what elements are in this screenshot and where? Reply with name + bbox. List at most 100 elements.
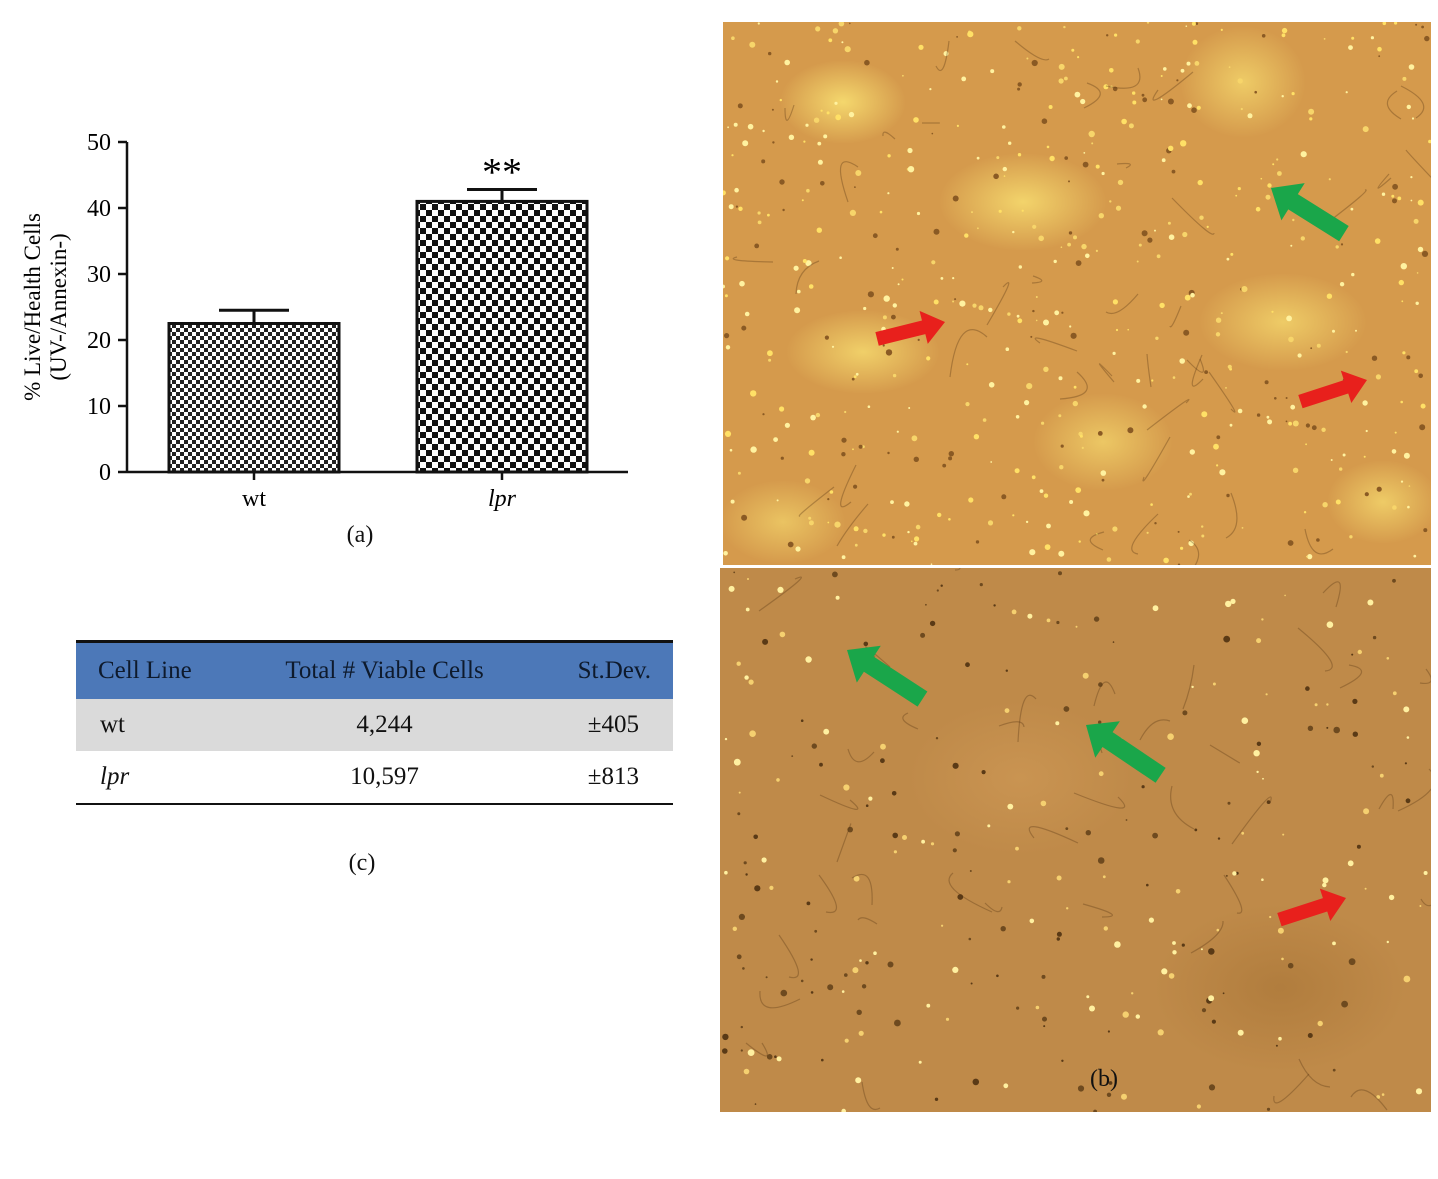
cell-speck (952, 277, 955, 280)
cell-speck (1230, 598, 1236, 604)
cell-speck (1381, 192, 1386, 196)
cell-speck (942, 463, 947, 468)
cell-speck (1112, 299, 1118, 305)
cell-speck (771, 108, 774, 111)
cell-speck (1115, 205, 1122, 211)
cell-speck (1093, 616, 1100, 622)
header-stdev: St.Dev. (501, 640, 673, 699)
neurite-line (759, 990, 801, 1009)
cell-speck (1106, 1092, 1112, 1097)
cell-speck (1307, 1033, 1313, 1038)
cell-speck (733, 758, 741, 766)
cell-speck (1150, 503, 1153, 506)
cell-speck (1400, 263, 1407, 270)
cell-speck (1292, 420, 1299, 427)
cell-speck (723, 190, 726, 196)
cell-speck (728, 585, 735, 592)
cell-speck (973, 434, 980, 440)
green-arrow-icon (1271, 183, 1349, 242)
cell-speck (1377, 46, 1382, 52)
cell-speck (793, 265, 799, 271)
cell-speck (1161, 968, 1168, 975)
neurite-line (745, 1042, 768, 1057)
cell-speck (1316, 343, 1321, 348)
cell-speckles (723, 22, 1431, 565)
cell-speck (1211, 1019, 1216, 1024)
cell-speck (739, 280, 745, 287)
cell-speck (893, 850, 897, 854)
cell-speck (849, 22, 851, 25)
cell-speck (961, 76, 967, 82)
cell-speck (768, 51, 772, 56)
cell-speck (959, 300, 966, 307)
cell-speck (897, 283, 900, 286)
cell-line-value: wt (76, 699, 268, 751)
cell-speck (1017, 153, 1022, 157)
cell-speck (1322, 882, 1327, 888)
cell-speck (1167, 221, 1171, 225)
cell-speck (1088, 130, 1095, 138)
neurite-line (1105, 293, 1139, 315)
bar-wt (167, 322, 341, 474)
neurite-line (1082, 903, 1114, 918)
cell-speck (813, 117, 820, 123)
cell-speck (823, 134, 828, 139)
cell-speck (954, 298, 957, 301)
cell-speck (1095, 164, 1100, 169)
table-row: wt 4,244 ±405 (76, 699, 673, 751)
cell-speck (1016, 1006, 1020, 1010)
cell-speck (1386, 940, 1389, 944)
cell-speck (1421, 250, 1429, 257)
cell-speck (1086, 995, 1090, 999)
cell-speck (733, 122, 738, 127)
y-axis-label: % Live/Health Cells (20, 213, 45, 401)
panel-label-a: (a) (346, 522, 374, 548)
cell-speck (952, 300, 955, 303)
cell-speck (1213, 443, 1219, 450)
cell-speck (1063, 706, 1070, 712)
cell-speck (1262, 777, 1264, 780)
cell-speck (1100, 470, 1107, 476)
cell-speck (1269, 915, 1272, 919)
cell-speck (1017, 82, 1022, 87)
cell-speck (1097, 431, 1103, 436)
neurite-line (1298, 1058, 1331, 1088)
cell-speck (747, 578, 749, 580)
neurite-line (1273, 1073, 1310, 1104)
cell-speck (1131, 992, 1134, 995)
cell-speck (908, 407, 911, 409)
cell-speck (1305, 423, 1310, 428)
cell-speck (1035, 296, 1038, 298)
cell-speck (1357, 649, 1362, 655)
cell-speck (1394, 431, 1397, 434)
neurite-line (1405, 149, 1431, 179)
cell-speck (1098, 682, 1103, 687)
cell-speck (892, 832, 898, 839)
cell-speck (1215, 317, 1222, 323)
cell-speck (1003, 1083, 1009, 1089)
cell-speck (1005, 347, 1010, 352)
cell-speck (1372, 635, 1377, 640)
cell-speck (1018, 265, 1022, 269)
cell-speck (1305, 443, 1307, 446)
cell-speck (1220, 28, 1223, 31)
cell-speck (1163, 557, 1169, 564)
cell-speck (1406, 736, 1410, 739)
neurite-line (819, 794, 859, 810)
cell-speck (776, 499, 779, 502)
cell-speck (820, 109, 823, 112)
cell-speck (892, 303, 897, 308)
cell-speck (767, 350, 773, 357)
cell-speck (1040, 800, 1047, 807)
cell-speck (1046, 618, 1051, 623)
cell-speck (816, 227, 822, 233)
neurite-line (1014, 40, 1050, 61)
cell-speck (757, 22, 760, 25)
cell-speck (1142, 97, 1148, 103)
cell-speck (800, 979, 804, 983)
cell-speck (1021, 209, 1024, 212)
cell-speck (1017, 318, 1023, 324)
cell-speck (1167, 98, 1174, 105)
cell-speck (941, 924, 944, 927)
cell-speck (1310, 347, 1313, 350)
